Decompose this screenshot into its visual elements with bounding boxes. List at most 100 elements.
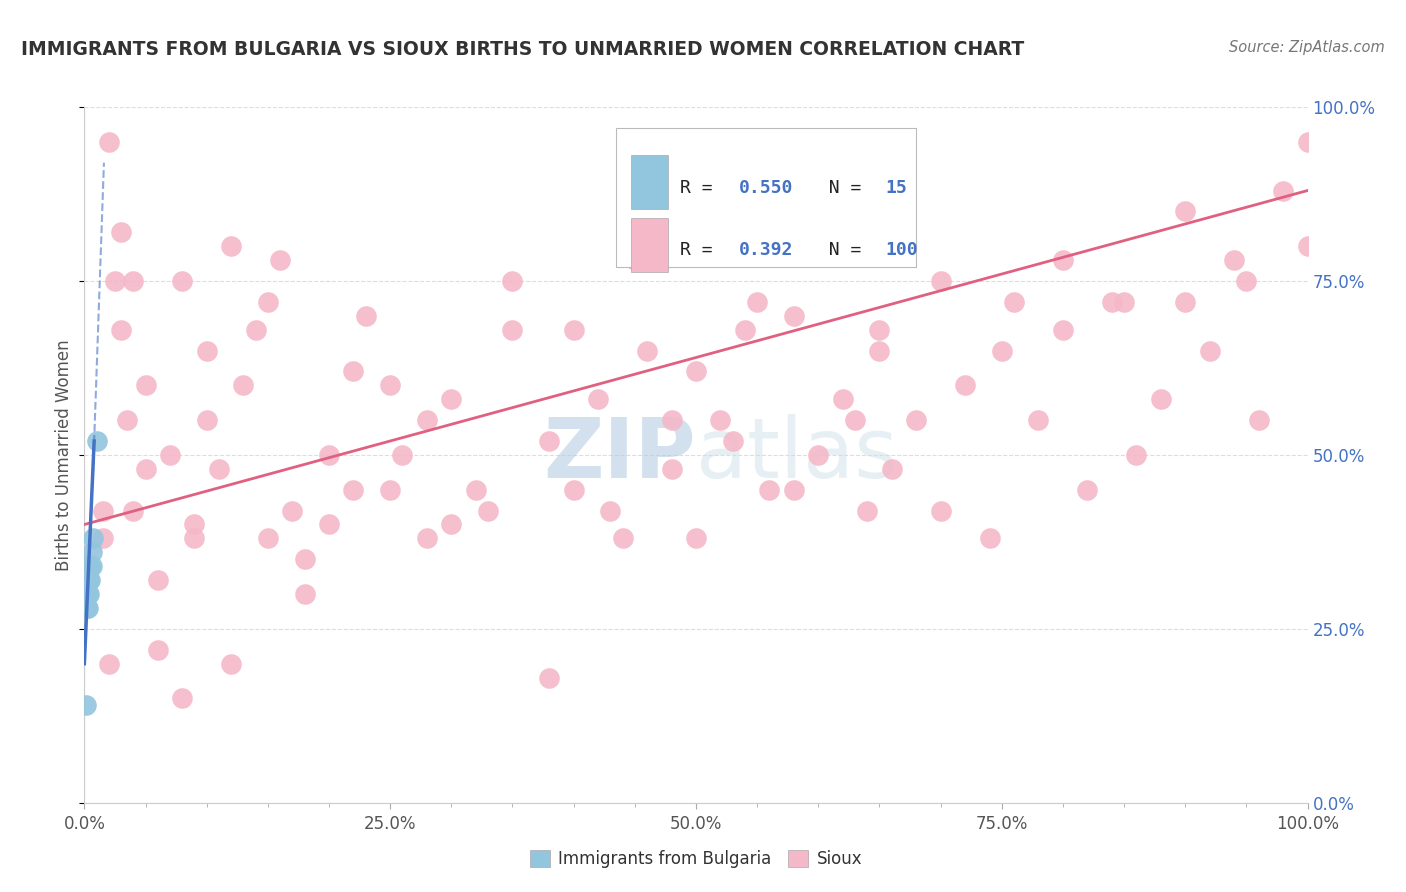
Point <box>219 239 242 253</box>
Point <box>599 503 621 517</box>
Point <box>1052 253 1074 268</box>
Point <box>624 253 647 268</box>
Point <box>1296 239 1319 253</box>
Point <box>208 462 231 476</box>
Text: IMMIGRANTS FROM BULGARIA VS SIOUX BIRTHS TO UNMARRIED WOMEN CORRELATION CHART: IMMIGRANTS FROM BULGARIA VS SIOUX BIRTHS… <box>21 40 1025 59</box>
Point <box>562 323 585 337</box>
Text: 15: 15 <box>886 178 907 197</box>
Point <box>1174 204 1197 219</box>
Point <box>80 559 103 574</box>
Point <box>1296 135 1319 149</box>
FancyBboxPatch shape <box>631 218 668 272</box>
Text: atlas: atlas <box>696 415 897 495</box>
Point <box>562 483 585 497</box>
Point <box>77 573 100 587</box>
Point <box>115 413 138 427</box>
Point <box>979 532 1001 546</box>
Point <box>110 323 132 337</box>
Point <box>953 378 976 392</box>
Y-axis label: Births to Unmarried Women: Births to Unmarried Women <box>55 339 73 571</box>
Point <box>612 532 634 546</box>
Point <box>183 532 205 546</box>
Point <box>294 552 316 566</box>
Point <box>77 559 100 574</box>
Point <box>195 343 218 358</box>
Point <box>146 642 169 657</box>
Legend: Immigrants from Bulgaria, Sioux: Immigrants from Bulgaria, Sioux <box>523 843 869 874</box>
Point <box>929 274 952 288</box>
Point <box>440 517 463 532</box>
Point <box>734 323 756 337</box>
Point <box>146 573 169 587</box>
Point <box>869 343 891 358</box>
Point <box>257 294 280 309</box>
Point <box>709 413 731 427</box>
Point <box>75 698 97 713</box>
Point <box>440 392 463 407</box>
Point <box>1198 343 1220 358</box>
Point <box>172 691 194 706</box>
Point <box>110 225 132 239</box>
Point <box>77 587 100 601</box>
Point <box>122 274 145 288</box>
Point <box>391 448 413 462</box>
Point <box>747 294 769 309</box>
Point <box>195 413 218 427</box>
Point <box>844 413 866 427</box>
Text: 100: 100 <box>886 242 918 260</box>
Point <box>318 448 340 462</box>
Point <box>79 559 101 574</box>
Point <box>232 378 254 392</box>
Point <box>91 503 114 517</box>
Point <box>1076 483 1098 497</box>
Point <box>758 483 780 497</box>
Point <box>807 239 830 253</box>
Text: 0.392: 0.392 <box>738 242 793 260</box>
Point <box>1052 323 1074 337</box>
Point <box>685 364 707 378</box>
Point <box>477 503 499 517</box>
Point <box>354 309 377 323</box>
Point <box>219 657 242 671</box>
Point <box>380 483 402 497</box>
Point <box>831 392 853 407</box>
Text: 0.550: 0.550 <box>738 178 793 197</box>
Point <box>122 503 145 517</box>
Point <box>538 434 561 448</box>
Point <box>91 532 114 546</box>
Point <box>269 253 291 268</box>
Point <box>380 378 402 392</box>
Point <box>257 532 280 546</box>
Point <box>183 517 205 532</box>
Point <box>79 573 101 587</box>
Point <box>661 462 683 476</box>
Point <box>661 413 683 427</box>
Point <box>77 573 100 587</box>
Text: ZIP: ZIP <box>544 415 696 495</box>
Point <box>318 517 340 532</box>
Point <box>1247 413 1270 427</box>
Text: R =: R = <box>681 178 724 197</box>
Point <box>342 364 364 378</box>
Point <box>1028 413 1050 427</box>
Point <box>77 601 100 615</box>
FancyBboxPatch shape <box>631 155 668 210</box>
Point <box>636 343 658 358</box>
Point <box>97 135 120 149</box>
Point <box>76 601 98 615</box>
Point <box>104 274 127 288</box>
Point <box>416 532 439 546</box>
Point <box>586 392 609 407</box>
Point <box>1223 253 1246 268</box>
Point <box>1101 294 1123 309</box>
Point <box>172 274 194 288</box>
Point <box>294 587 316 601</box>
Point <box>783 483 806 497</box>
Point <box>77 587 100 601</box>
Point <box>1236 274 1258 288</box>
Text: N =: N = <box>807 178 873 197</box>
Point <box>1272 184 1295 198</box>
Text: N =: N = <box>807 242 873 260</box>
Point <box>721 434 744 448</box>
Point <box>807 448 830 462</box>
